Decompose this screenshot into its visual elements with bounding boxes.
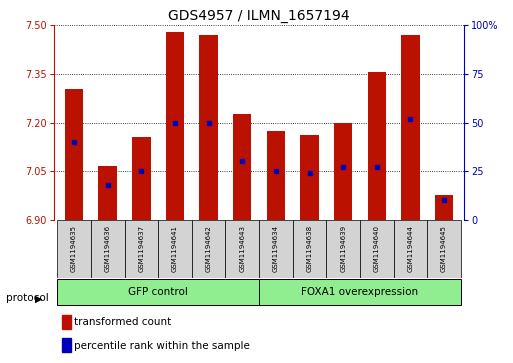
Bar — [57, 220, 91, 278]
Bar — [427, 220, 461, 278]
Text: GSM1194638: GSM1194638 — [307, 225, 312, 272]
Text: GSM1194637: GSM1194637 — [139, 225, 144, 272]
Text: ▶: ▶ — [35, 293, 43, 303]
Bar — [334, 122, 352, 220]
Text: GSM1194634: GSM1194634 — [273, 225, 279, 272]
Bar — [65, 89, 83, 220]
Bar — [125, 220, 158, 278]
Bar — [192, 220, 225, 278]
Title: GDS4957 / ILMN_1657194: GDS4957 / ILMN_1657194 — [168, 9, 350, 23]
Bar — [132, 137, 151, 220]
Bar — [91, 220, 125, 278]
Bar — [98, 166, 117, 220]
Bar — [360, 220, 393, 278]
Bar — [259, 279, 461, 305]
Bar — [267, 131, 285, 220]
Text: percentile rank within the sample: percentile rank within the sample — [74, 340, 250, 351]
Text: FOXA1 overexpression: FOXA1 overexpression — [302, 287, 419, 297]
Text: transformed count: transformed count — [74, 317, 172, 327]
Bar — [326, 220, 360, 278]
Text: protocol: protocol — [6, 293, 49, 303]
Bar — [300, 135, 319, 220]
Text: GSM1194636: GSM1194636 — [105, 225, 111, 272]
Bar — [166, 32, 184, 220]
Bar — [233, 114, 251, 220]
Text: GSM1194642: GSM1194642 — [206, 225, 211, 272]
Text: GSM1194640: GSM1194640 — [374, 225, 380, 272]
Text: GSM1194643: GSM1194643 — [239, 225, 245, 272]
Bar — [435, 195, 453, 220]
Bar — [158, 220, 192, 278]
Text: GFP control: GFP control — [128, 287, 188, 297]
Bar — [57, 279, 259, 305]
Bar — [200, 35, 218, 220]
Bar — [393, 220, 427, 278]
Bar — [225, 220, 259, 278]
Text: GSM1194635: GSM1194635 — [71, 225, 77, 272]
Bar — [293, 220, 326, 278]
Text: GSM1194645: GSM1194645 — [441, 225, 447, 272]
Text: GSM1194644: GSM1194644 — [407, 225, 413, 272]
Text: GSM1194639: GSM1194639 — [340, 225, 346, 272]
Bar — [259, 220, 293, 278]
Text: GSM1194641: GSM1194641 — [172, 225, 178, 272]
Bar — [367, 72, 386, 220]
Bar — [401, 35, 420, 220]
